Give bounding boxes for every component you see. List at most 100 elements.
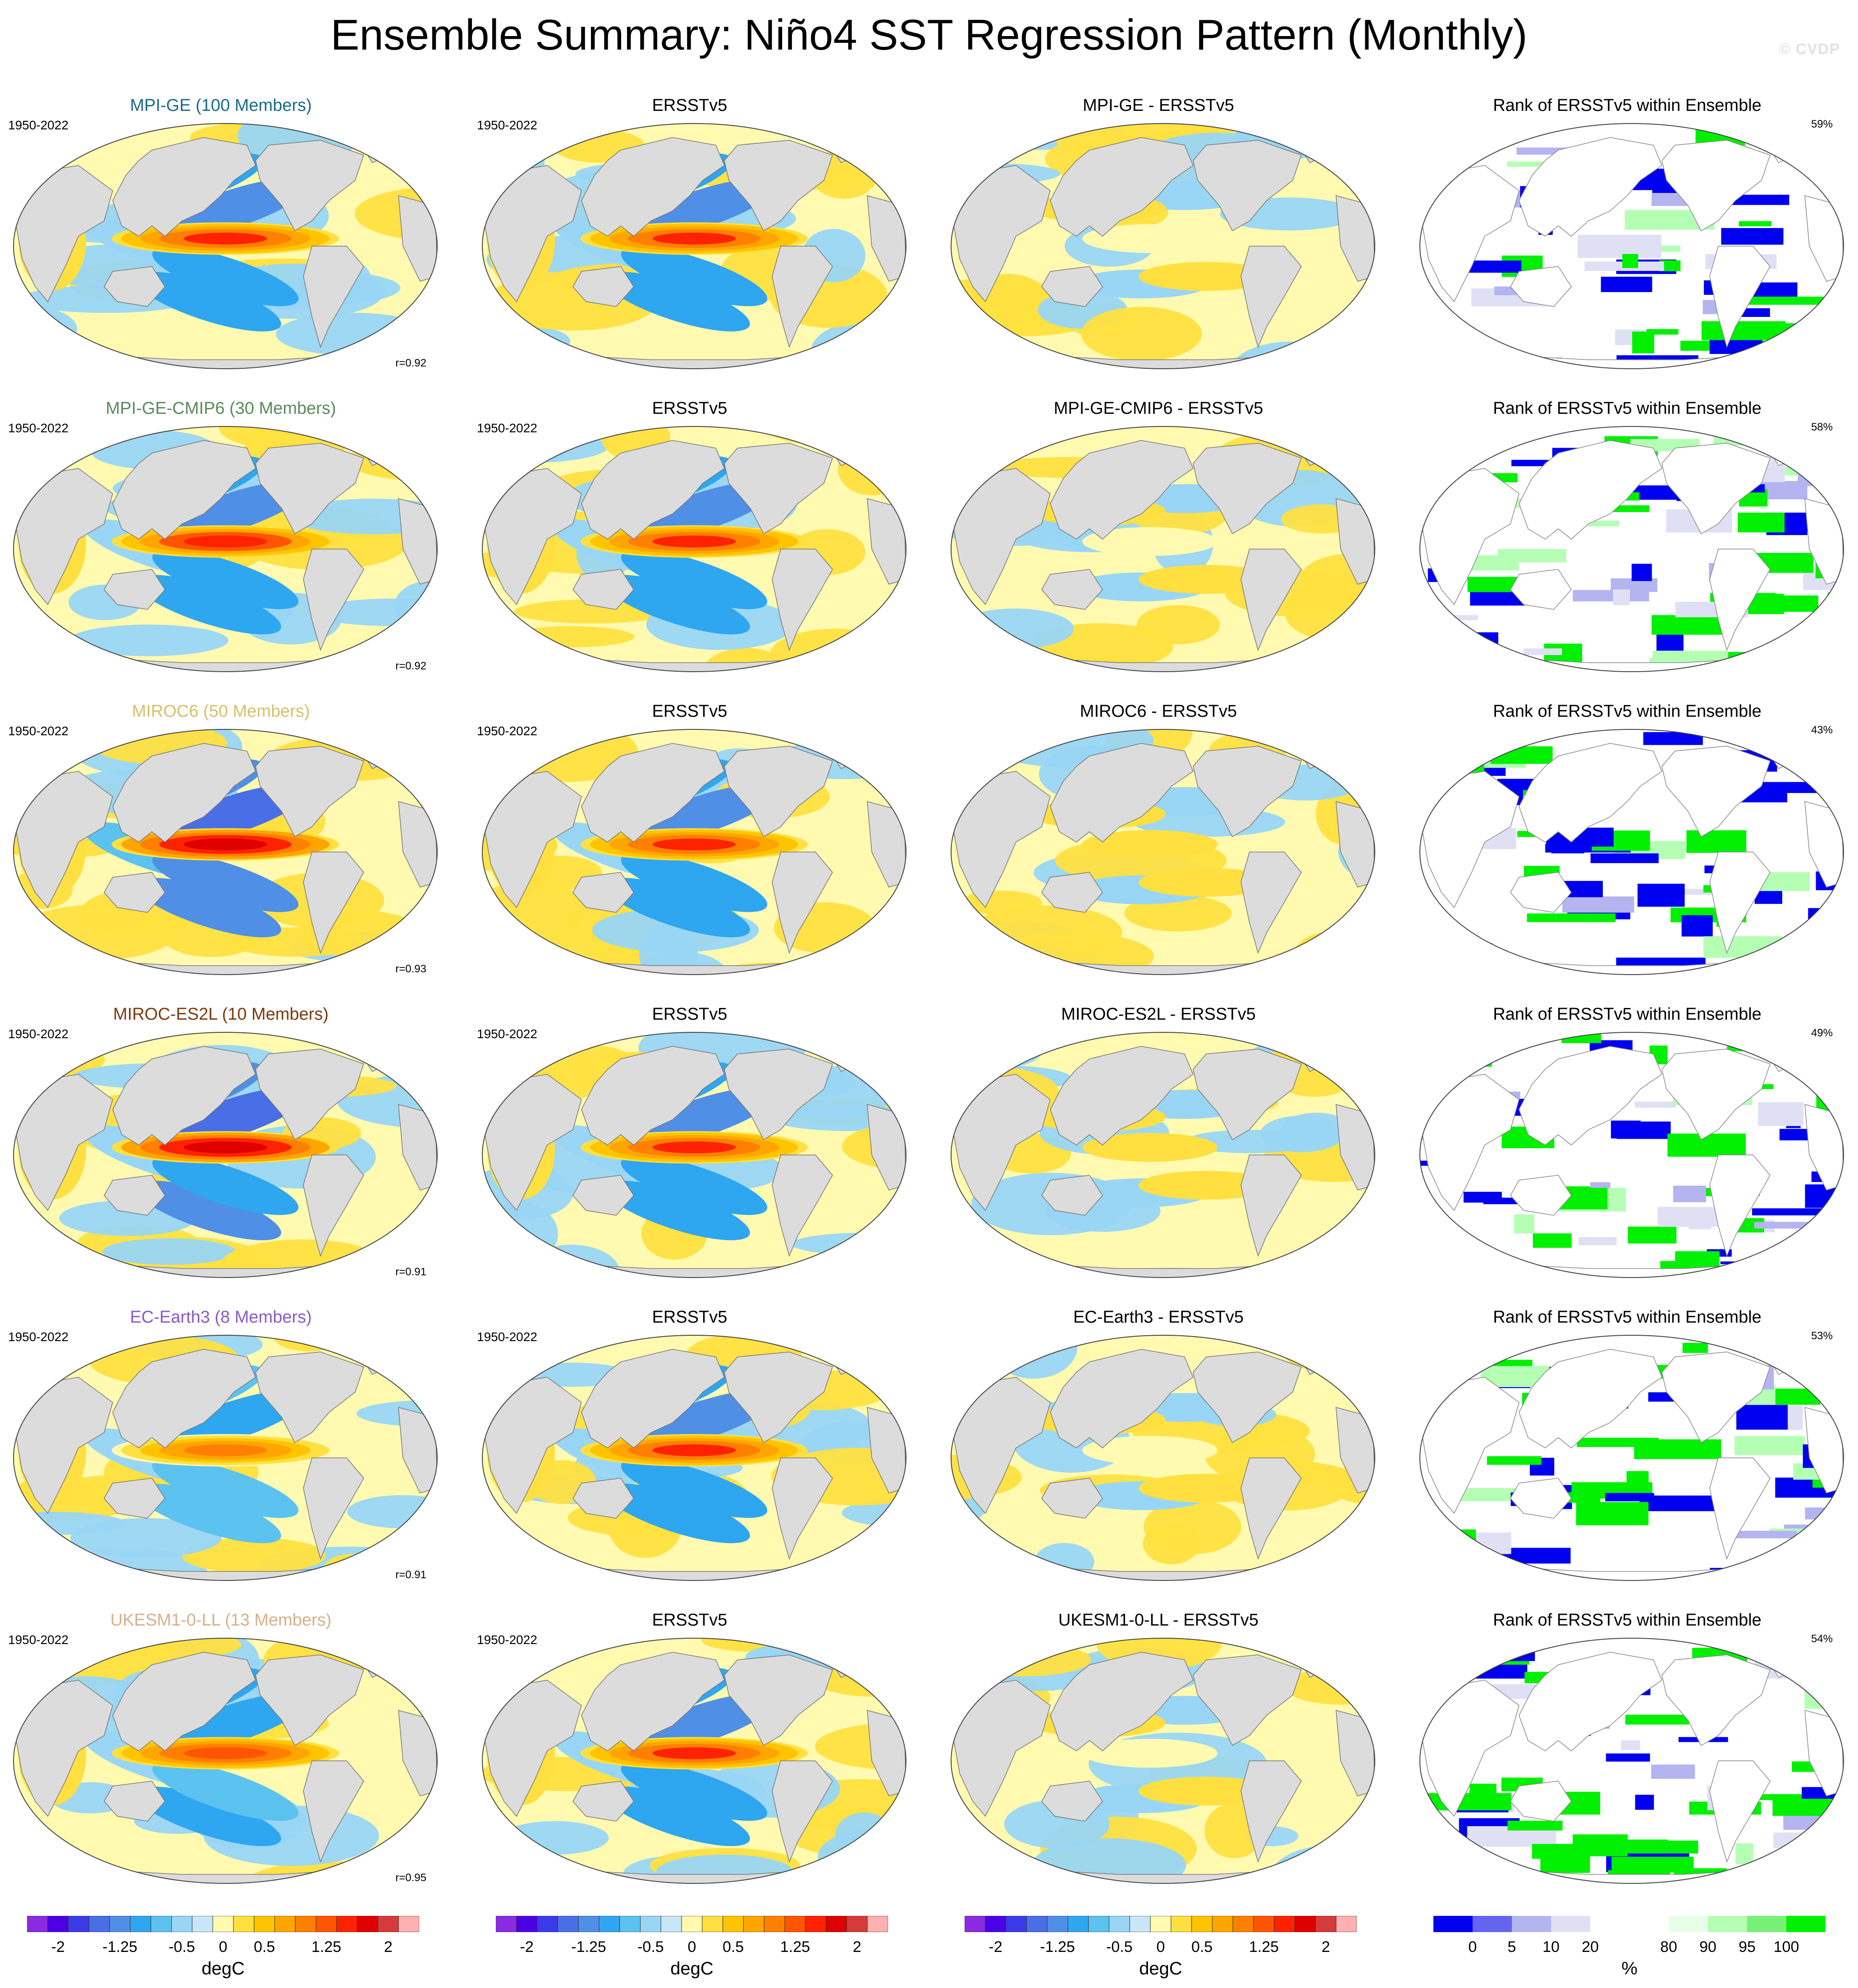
colorbar-unit: degC [156,1959,291,1979]
rank-percent: 54% [1811,1633,1833,1645]
map-panel: UKESM1-0-LL (13 Members) 1950-2022 r=0.95 [0,1609,442,1898]
colorbar-tick-label: 100 [1750,1938,1822,1956]
sst-regression-map [478,423,911,675]
sst-regression-map [9,120,442,372]
obs-title: ERSSTv5 [469,398,911,419]
rank-percent: 49% [1811,1027,1833,1040]
colorbar-unit: degC [624,1959,760,1979]
colorbar-tick-label: 0.5 [229,1938,301,1956]
obs-title: ERSSTv5 [469,95,911,116]
difference-map [947,726,1379,978]
pattern-correlation: r=0.91 [395,1569,426,1581]
obs-title: ERSSTv5 [469,1003,911,1025]
rank-colorbar-swatches [1433,1916,1826,1932]
obs-title: ERSSTv5 [469,701,911,722]
difference-map [947,120,1379,372]
map-panel: MIROC-ES2L (10 Members) 1950-2022 r=0.91 [0,1003,442,1292]
rank-map [1415,1332,1848,1584]
colorbar-tick-label: 2 [352,1938,424,1956]
map-panel: MIROC6 (50 Members) 1950-2022 r=0.93 [0,701,442,989]
period-label: 1950-2022 [8,1027,69,1041]
pattern-correlation: r=0.92 [395,660,426,673]
pattern-correlation: r=0.91 [395,1266,426,1278]
map-panel: MIROC-ES2L - ERSSTv5 [938,1003,1379,1292]
colorbar-unit: degC [1093,1959,1228,1979]
period-label: 1950-2022 [8,118,69,133]
colorbar-tick-label: -1.25 [1021,1938,1094,1956]
obs-title: ERSSTv5 [469,1609,911,1631]
map-panel: Rank of ERSSTv5 within Ensemble 43% [1406,701,1848,989]
model-title: MIROC6 (50 Members) [0,701,442,722]
map-panel: ERSSTv5 1950-2022 [469,701,911,989]
colorbar-tick-label: 1.25 [290,1938,362,1956]
sst-regression-map [478,1635,911,1887]
colorbar-tick-label: 0.5 [697,1938,769,1956]
diff-title: EC-Earth3 - ERSSTv5 [938,1306,1379,1328]
map-panel: MPI-GE-CMIP6 (30 Members) 1950-2022 r=0.92 [0,398,442,686]
colorbar-tick-label: 20 [1554,1938,1626,1956]
rank-percent: 59% [1811,118,1833,131]
map-panel: MPI-GE - ERSSTv5 [938,95,1379,383]
rank-title: Rank of ERSSTv5 within Ensemble [1406,1003,1848,1025]
difference-map [947,1332,1379,1584]
page-title: Ensemble Summary: Niño4 SST Regression P… [0,8,1858,62]
sst-regression-map [9,1029,442,1281]
map-panel: Rank of ERSSTv5 within Ensemble 59% [1406,95,1848,383]
difference-map [947,1029,1379,1281]
period-label: 1950-2022 [8,1633,69,1647]
sst-regression-map [9,726,442,978]
sst-colorbar-swatches [27,1916,419,1932]
difference-map [947,1635,1379,1887]
sst-colorbar-swatches [965,1916,1357,1932]
model-title: EC-Earth3 (8 Members) [0,1306,442,1328]
period-label: 1950-2022 [477,1027,537,1041]
pattern-correlation: r=0.93 [395,963,426,976]
rank-map [1415,120,1848,372]
colorbar-tick-label: -2 [960,1938,1032,1956]
rank-title: Rank of ERSSTv5 within Ensemble [1406,95,1848,116]
period-label: 1950-2022 [8,724,69,738]
obs-title: ERSSTv5 [469,1306,911,1328]
colorbar-tick-label: 2 [1290,1938,1362,1956]
sst-colorbar-swatches [496,1916,888,1932]
diff-title: UKESM1-0-LL - ERSSTv5 [938,1609,1379,1631]
map-panel: ERSSTv5 1950-2022 [469,398,911,686]
sst-regression-map [9,1635,442,1887]
pattern-correlation: r=0.95 [395,1872,426,1884]
period-label: 1950-2022 [477,421,537,435]
colorbar-tick-label: 1.25 [1228,1938,1300,1956]
rank-percent: 43% [1811,724,1833,737]
pattern-correlation: r=0.92 [395,357,426,370]
colorbar-tick-label: -2 [491,1938,563,1956]
period-label: 1950-2022 [8,421,69,435]
rank-map [1415,726,1848,978]
cvdp-watermark: © CVDP [1779,41,1840,58]
sst-regression-map [478,120,911,372]
model-title: UKESM1-0-LL (13 Members) [0,1609,442,1631]
colorbar-tick-label: -1.25 [553,1938,625,1956]
rank-percent: 53% [1811,1330,1833,1342]
difference-map [947,423,1379,675]
colorbar-tick-label: -2 [22,1938,94,1956]
rank-title: Rank of ERSSTv5 within Ensemble [1406,701,1848,722]
rank-map [1415,1635,1848,1887]
colorbar-tick-label: 1.25 [759,1938,831,1956]
period-label: 1950-2022 [477,724,537,738]
map-panel: UKESM1-0-LL - ERSSTv5 [938,1609,1379,1898]
diff-title: MIROC6 - ERSSTv5 [938,701,1379,722]
model-title: MPI-GE-CMIP6 (30 Members) [0,398,442,419]
model-title: MIROC-ES2L (10 Members) [0,1003,442,1025]
map-panel: Rank of ERSSTv5 within Ensemble 49% [1406,1003,1848,1292]
sst-regression-map [478,1029,911,1281]
